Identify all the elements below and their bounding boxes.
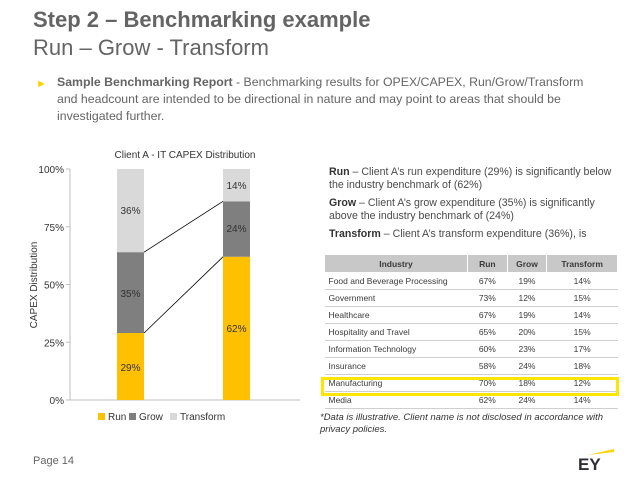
y-tick-label: 100% (38, 165, 64, 176)
table-row: Information Technology 60% 23% 17% (324, 340, 618, 358)
y-tick-label: 75% (44, 223, 64, 234)
note-run-label: Run (329, 166, 350, 178)
chart-title: Client A - IT CAPEX Distribution (115, 150, 256, 161)
header-grow: Grow (506, 254, 548, 273)
ey-logo-text: EY (578, 455, 601, 472)
legend-swatch-grow (129, 413, 136, 420)
media-row-highlight (321, 377, 619, 396)
note-grow-text: – Client A’s grow expenditure (35%) is s… (329, 197, 595, 222)
table-row: Government 73% 12% 15% (324, 289, 618, 307)
note-transform-label: Transform (329, 228, 381, 240)
bar-data-label: 14% (226, 181, 246, 192)
bar-segment-grow (117, 252, 144, 334)
grow-cell: 20% (507, 323, 547, 341)
transform-cell: 15% (546, 323, 618, 341)
bar-data-label: 62% (226, 324, 246, 335)
benchmark-notes: Run – Client A’s run expenditure (29%) i… (329, 166, 614, 245)
bullet-body: - Benchmarking results for OPEX/CAPEX, R… (57, 75, 584, 123)
benchmark-table-header: Industry Run Grow Transform (324, 254, 618, 273)
ey-logo: EY (578, 449, 614, 472)
transform-cell: 14% (546, 272, 618, 290)
run-cell: 73% (467, 289, 508, 307)
table-row: Healthcare 67% 19% 14% (324, 306, 618, 324)
grow-cell: 23% (507, 340, 547, 358)
y-tick-label: 25% (44, 338, 64, 349)
footnote: *Data is illustrative. Client name is no… (320, 412, 604, 435)
industry-cell: Insurance (324, 357, 468, 375)
page-number: Page 14 (33, 455, 74, 467)
industry-cell: Government (324, 289, 468, 307)
header-run: Run (467, 254, 508, 273)
transform-cell: 14% (546, 306, 618, 324)
legend-label-grow: Grow (139, 412, 164, 423)
industry-cell: Food and Beverage Processing (324, 272, 468, 290)
connector-line (143, 201, 224, 253)
bullet-arrow-icon: ► (36, 78, 47, 90)
grow-cell: 19% (507, 306, 547, 324)
run-cell: 67% (467, 306, 508, 324)
bar-data-label: 35% (120, 289, 140, 300)
run-cell: 60% (467, 340, 508, 358)
legend-label-transform: Transform (180, 412, 225, 423)
grow-cell: 24% (507, 357, 547, 375)
table-row: Insurance 58% 24% 18% (324, 357, 618, 375)
grow-cell: 12% (507, 289, 547, 307)
bar-segment-run (223, 256, 250, 400)
bar-segment-transform (117, 169, 144, 253)
industry-cell: Hospitality and Travel (324, 323, 468, 341)
bar-segment-grow (223, 201, 250, 257)
bar-segment-run (117, 333, 144, 400)
header-transform: Transform (546, 254, 618, 273)
bar-data-label: 36% (120, 206, 140, 217)
bullet-bold-label: Sample Benchmarking Report (57, 75, 233, 89)
legend-swatch-run (98, 413, 105, 420)
legend-swatch-transform (170, 413, 177, 420)
table-row: Hospitality and Travel 65% 20% 15% (324, 323, 618, 341)
note-transform: Transform – Client A’s transform expendi… (329, 228, 614, 240)
run-cell: 58% (467, 357, 508, 375)
bar-data-label: 24% (226, 224, 246, 235)
transform-cell: 18% (546, 357, 618, 375)
note-grow: Grow – Client A’s grow expenditure (35%)… (329, 197, 614, 223)
y-axis-label: CAPEX Distribution (29, 242, 40, 329)
bar-segment-transform (223, 169, 250, 202)
table-row: Food and Beverage Processing 67% 19% 14% (324, 272, 618, 290)
industry-cell: Information Technology (324, 340, 468, 358)
note-run-text: – Client A’s run expenditure (29%) is si… (329, 166, 612, 191)
note-run: Run – Client A’s run expenditure (29%) i… (329, 166, 614, 192)
connector-line (143, 256, 224, 334)
y-tick-label: 0% (50, 396, 65, 407)
legend-label-run: Run (108, 412, 126, 423)
slide-subtitle: Run – Grow - Transform (33, 35, 269, 60)
y-tick-label: 50% (44, 281, 64, 292)
bullet-text: Sample Benchmarking Report - Benchmarkin… (57, 74, 597, 125)
transform-cell: 15% (546, 289, 618, 307)
bar-data-label: 29% (120, 363, 140, 374)
run-cell: 67% (467, 272, 508, 290)
industry-cell: Healthcare (324, 306, 468, 324)
run-cell: 65% (467, 323, 508, 341)
ey-logo-beam (588, 449, 614, 455)
transform-cell: 17% (546, 340, 618, 358)
note-grow-label: Grow (329, 197, 357, 209)
note-transform-text: – Client A’s transform expenditure (36%)… (383, 228, 587, 240)
benchmark-table: Industry Run Grow Transform Food and Bev… (324, 254, 618, 409)
grow-cell: 19% (507, 272, 547, 290)
slide-title: Step 2 – Benchmarking example (33, 7, 371, 32)
header-industry: Industry (324, 254, 468, 273)
